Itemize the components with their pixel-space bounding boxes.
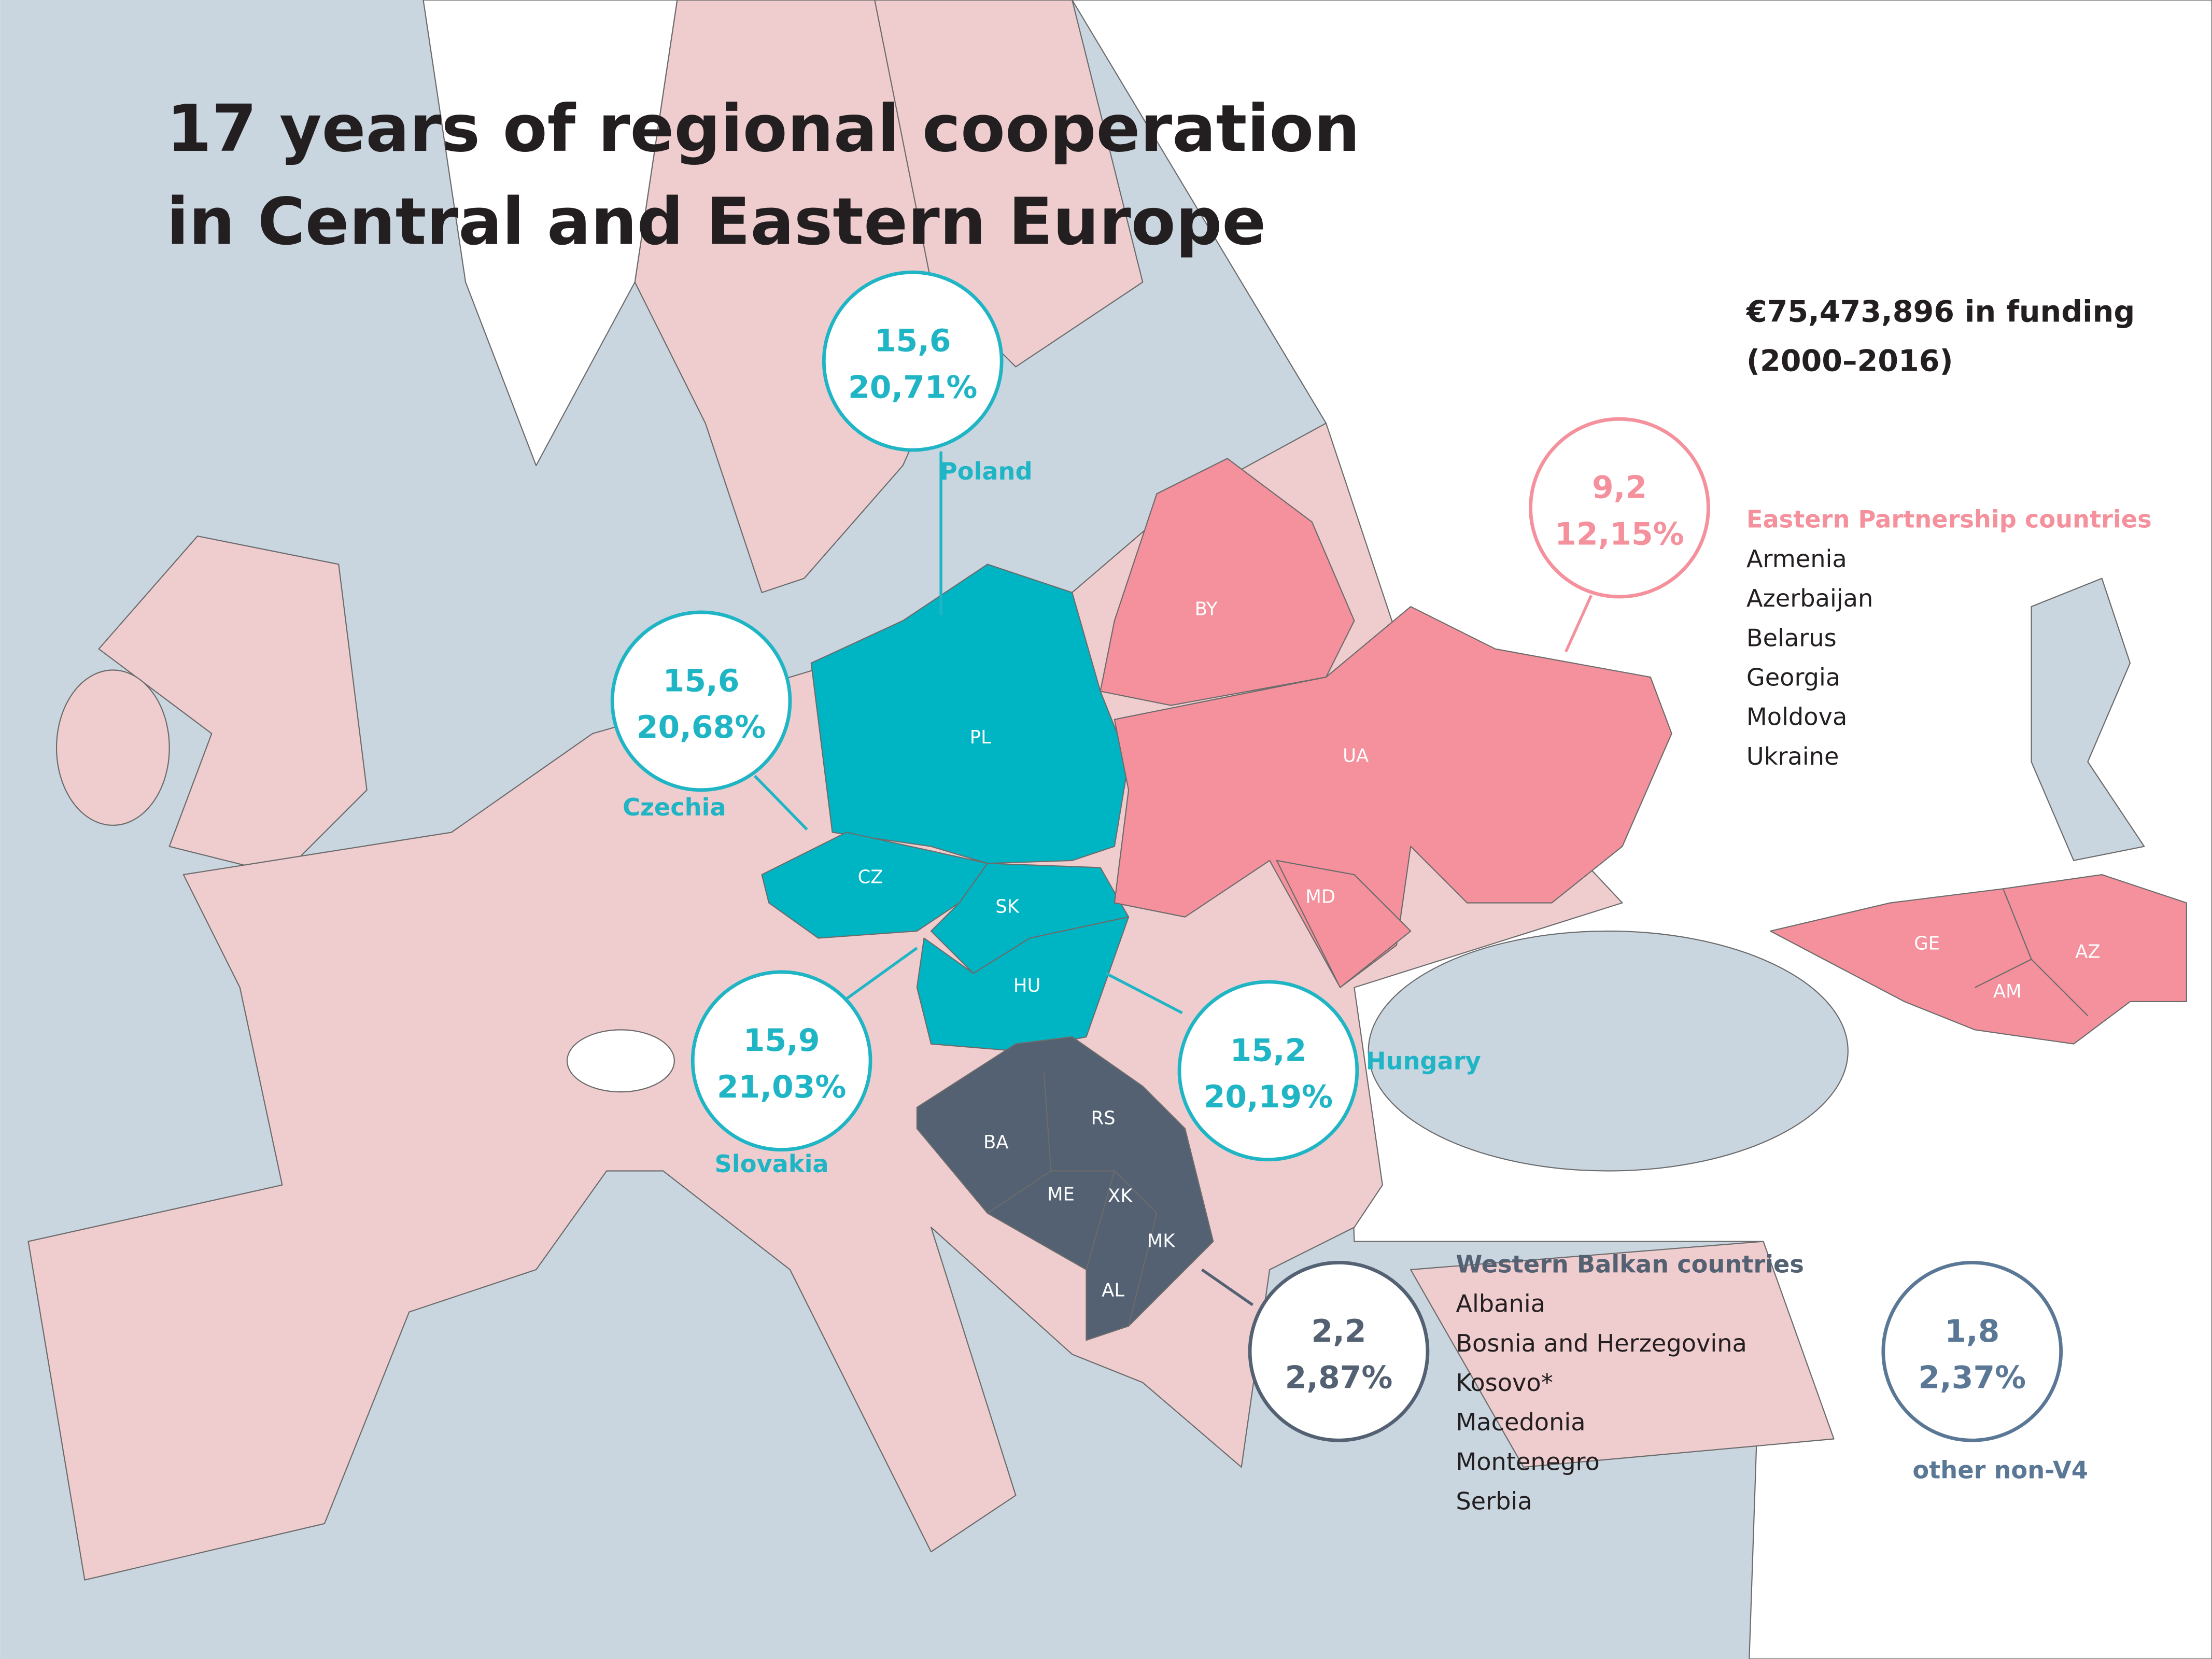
turkey <box>1410 1241 1835 1468</box>
switzerland <box>566 1029 675 1093</box>
bubble <box>822 270 1004 452</box>
country-code: UA <box>1343 745 1369 766</box>
bubble-value: 1,8 <box>1945 1313 1999 1349</box>
bubble-share: 12,15% <box>1555 516 1684 552</box>
group-item: Serbia <box>1456 1487 1532 1515</box>
title-line: 17 years of regional cooperation <box>166 91 1360 166</box>
connector <box>1105 972 1183 1015</box>
group-item: Ukraine <box>1746 742 1839 770</box>
finland <box>874 0 1144 368</box>
overlay: 17 years of regional cooperation in Centr… <box>166 91 2151 1515</box>
country-code: RS <box>1091 1108 1116 1129</box>
group-item: Macedonia <box>1456 1408 1585 1436</box>
bubble <box>1248 1260 1430 1442</box>
connector <box>846 947 918 1000</box>
bubble-value: 15,9 <box>743 1022 820 1059</box>
bubble-share: 2,87% <box>1285 1360 1393 1396</box>
country-code: CZ <box>858 866 883 888</box>
bubble-label: Slovakia <box>715 1150 829 1178</box>
group-item: Montenegro <box>1456 1447 1600 1475</box>
country-code: MK <box>1147 1230 1176 1252</box>
bubble <box>1177 980 1359 1162</box>
bubble-share: 20,71% <box>848 369 977 405</box>
connector <box>1201 1268 1254 1306</box>
country-code: AM <box>1993 981 2022 1002</box>
group-item: Moldova <box>1746 703 1847 731</box>
ireland <box>55 669 170 826</box>
funding-line: (2000–2016) <box>1746 344 1953 378</box>
bubble-value: 2,2 <box>1311 1313 1366 1349</box>
country-code: PL <box>970 727 991 748</box>
country-code: HU <box>1013 975 1040 996</box>
group-item: Armenia <box>1746 545 1847 573</box>
bubble <box>1881 1260 2063 1442</box>
bubble-label: other non-V4 <box>1912 1456 2088 1484</box>
country-code: SK <box>995 896 1019 918</box>
uk <box>98 535 368 876</box>
country-code: AZ <box>2075 941 2100 963</box>
group-heading: Eastern Partnership countries <box>1746 505 2152 533</box>
country-code: XK <box>1108 1185 1133 1206</box>
connector <box>753 775 808 831</box>
ukraine <box>1114 606 1672 988</box>
country-code: GE <box>1914 933 1940 954</box>
norway-coast <box>422 0 678 467</box>
bubble-share: 2,37% <box>1918 1360 2026 1396</box>
balkan-borders <box>987 1072 1158 1327</box>
western-balkans <box>916 1036 1214 1341</box>
country-code: BY <box>1195 598 1218 620</box>
country-code: AL <box>1102 1280 1124 1301</box>
bubble-label: Czechia <box>623 793 726 821</box>
country-code: BA <box>983 1132 1008 1153</box>
caucasus <box>1770 874 2187 1045</box>
czechia <box>761 832 989 939</box>
group-item: Azerbaijan <box>1746 584 1873 612</box>
bubble-share: 20,19% <box>1204 1079 1333 1115</box>
connector <box>1565 595 1593 653</box>
title-line: in Central and Eastern Europe <box>166 184 1266 260</box>
caspian-sea <box>2031 578 2145 861</box>
bubble-value: 15,2 <box>1230 1032 1307 1068</box>
group-item: Albania <box>1456 1290 1545 1318</box>
funding-line: €75,473,896 in funding <box>1745 294 2135 329</box>
bubble-value: 15,6 <box>663 663 740 699</box>
moldova <box>1276 860 1412 988</box>
country-code: ME <box>1047 1184 1075 1205</box>
bubble <box>1529 417 1710 599</box>
bubble-label: Hungary <box>1366 1047 1481 1075</box>
bubble-label: Poland <box>940 457 1033 485</box>
group-item: Bosnia and Herzegovina <box>1456 1329 1747 1357</box>
bubble-share: 20,68% <box>637 709 766 746</box>
group-item: Kosovo* <box>1456 1369 1553 1397</box>
group-item: Belarus <box>1746 624 1837 652</box>
country-code: MD <box>1305 886 1335 907</box>
group-heading: Western Balkan countries <box>1456 1250 1804 1278</box>
bubble <box>610 610 792 792</box>
bubble-value: 9,2 <box>1592 470 1647 506</box>
poland <box>810 564 1130 864</box>
black-sea <box>1368 930 1849 1172</box>
group-item: Georgia <box>1746 663 1840 691</box>
belarus <box>1100 458 1355 706</box>
bubble-value: 15,6 <box>875 323 951 359</box>
bubble-share: 21,03% <box>717 1069 846 1105</box>
hungary <box>916 916 1130 1052</box>
bubble <box>691 970 872 1152</box>
caucasus-borders <box>1975 888 2089 1016</box>
